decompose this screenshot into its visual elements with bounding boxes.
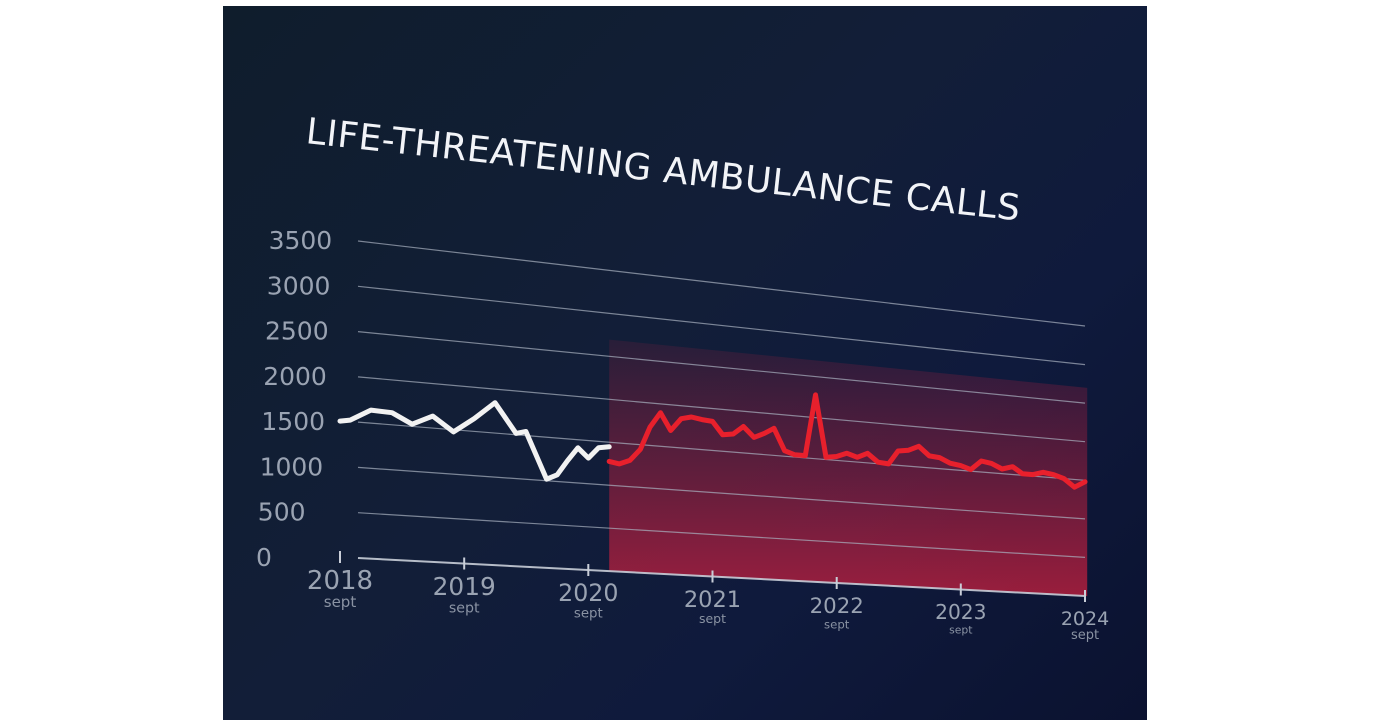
- x-tick-label: 2022: [810, 594, 864, 619]
- grid-lines: [357, 240, 1086, 597]
- grid-line-2500: [357, 331, 1086, 404]
- grid-line-3500: [357, 240, 1086, 327]
- series-line-2: [606, 392, 1088, 490]
- chart-frame: LIFE-THREATENING AMBULANCE CALLS 0 500 100…: [223, 6, 1147, 720]
- y-tick-label: 3500: [269, 226, 333, 255]
- y-tick-label: 2000: [263, 362, 327, 391]
- x-tick-label: 2021: [684, 587, 741, 613]
- x-tick-label: 2023: [935, 600, 986, 624]
- grid-line-2000: [357, 376, 1086, 443]
- chart-svg: LIFE-THREATENING AMBULANCE CALLS 0 500 100…: [256, 111, 1109, 643]
- grid-line-1000: [357, 466, 1086, 520]
- x-tick-sublabel: sept: [574, 607, 603, 622]
- x-tick-sublabel: sept: [824, 617, 850, 631]
- x-tick-sublabel: sept: [699, 611, 726, 626]
- y-tick-label: 1500: [261, 407, 325, 436]
- x-tick-label: 2024: [1061, 608, 1109, 630]
- series-lines: [337, 392, 1088, 490]
- x-tick-label: 2018: [307, 566, 373, 596]
- y-tick-label: 3000: [267, 271, 331, 300]
- x-tick-label: 2020: [558, 579, 618, 607]
- grid-line-1500: [357, 421, 1086, 481]
- y-tick-label: 2500: [265, 317, 329, 346]
- chart-title: LIFE-THREATENING AMBULANCE CALLS: [304, 111, 1022, 229]
- x-tick-sublabel: sept: [324, 593, 357, 611]
- x-tick-sublabel: sept: [449, 600, 480, 616]
- grid-line-0: [357, 557, 1086, 597]
- x-tick-sublabel: sept: [949, 624, 972, 637]
- y-tick-label: 500: [258, 498, 306, 527]
- y-tick-label: 1000: [260, 452, 324, 481]
- y-tick-label: 0: [256, 543, 272, 572]
- grid-line-3000: [357, 285, 1086, 366]
- grid-line-500: [357, 512, 1086, 558]
- highlight-region: [609, 339, 1088, 597]
- x-tick-label: 2019: [433, 572, 496, 601]
- x-tick-sublabel: sept: [1071, 628, 1099, 643]
- series-line-1: [337, 400, 612, 482]
- y-axis-ticks: 0 500 1000 1500 2000 2500 3000 3500: [256, 226, 332, 572]
